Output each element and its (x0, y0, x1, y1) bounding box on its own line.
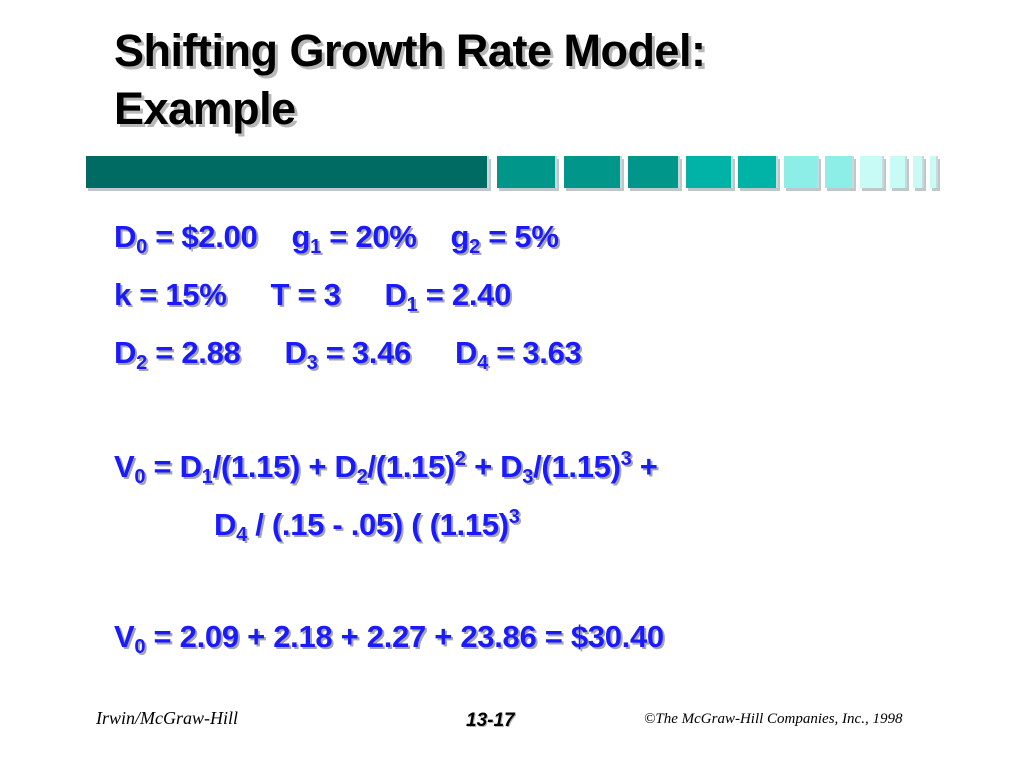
bar-segment-5 (738, 156, 778, 188)
slide-title: Shifting Growth Rate Model: Example (114, 22, 706, 138)
bar-segment-6 (784, 156, 819, 188)
line-inputs-1: D0 = $2.00 g1 = 20% g2 = 5% (114, 219, 559, 258)
bar-segment-7 (825, 156, 854, 188)
bar-segment-11 (930, 156, 938, 188)
title-line-2: Example (114, 83, 296, 134)
bar-segment-dark (86, 156, 489, 188)
bar-segment-10 (913, 156, 924, 188)
line-valuation-formula: V0 = D1/(1.15) + D2/(1.15)2 + D3/(1.15)3… (114, 448, 658, 488)
line-inputs-2: k = 15% T = 3 D1 = 2.40 (114, 277, 512, 316)
bar-segment-1 (497, 156, 557, 188)
bar-segment-3 (628, 156, 680, 188)
bar-segment-8 (860, 156, 884, 188)
bar-segment-4 (686, 156, 733, 188)
line-dividends: D2 = 2.88 D3 = 3.46 D4 = 3.63 (114, 335, 582, 374)
line-valuation-result: V0 = 2.09 + 2.18 + 2.27 + 23.86 = $30.40 (114, 619, 664, 658)
footer-publisher: Irwin/McGraw-Hill (96, 708, 238, 728)
line-valuation-formula-cont: D4 / (.15 - .05) ( (1.15)3 (214, 506, 520, 546)
footer-copyright: ©The McGraw-Hill Companies, Inc., 1998 (644, 711, 903, 727)
bar-segment-9 (890, 156, 907, 188)
bar-segment-2 (564, 156, 622, 188)
title-line-1: Shifting Growth Rate Model: (114, 25, 706, 76)
footer-page-number: 13-17 (466, 710, 515, 731)
